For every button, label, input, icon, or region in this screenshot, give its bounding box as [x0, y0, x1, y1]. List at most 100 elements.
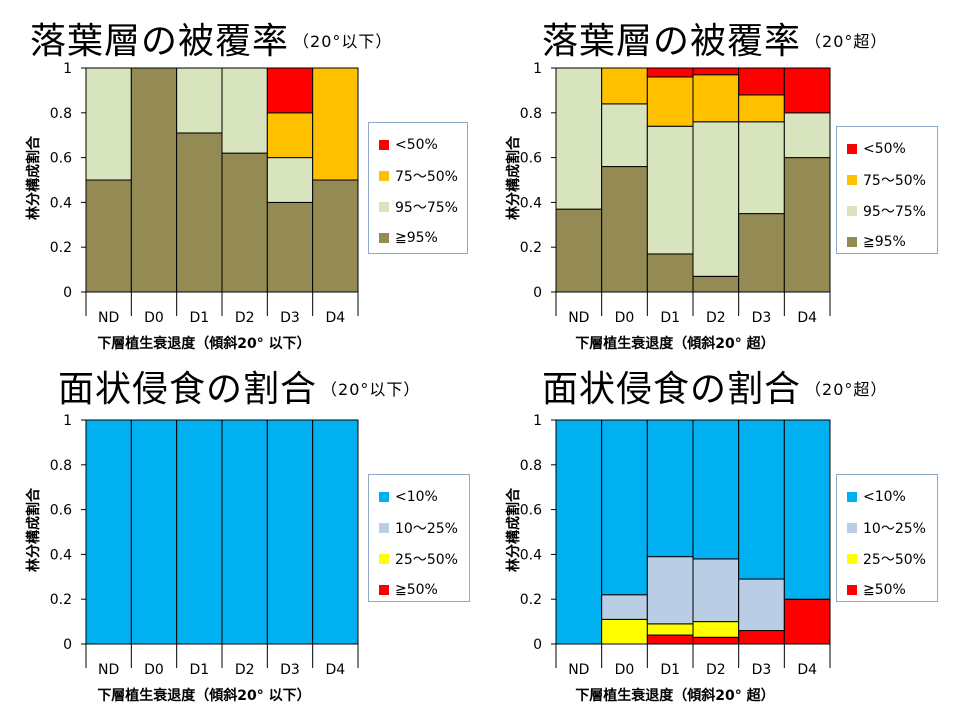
- bar-segment: [692, 275, 740, 293]
- chart-title-main: 面状侵食の割合: [58, 369, 318, 410]
- bar-segment: [783, 598, 831, 645]
- legend-swatch: [847, 143, 857, 154]
- y-tick-label: 0.6: [50, 151, 72, 167]
- legend-item: <10%: [379, 481, 461, 512]
- y-tick-label: 0: [63, 637, 72, 653]
- x-tick-label: D2: [706, 662, 726, 678]
- y-axis-label: 林分構成割合: [25, 487, 42, 572]
- legend-label: ≧50%: [863, 581, 906, 598]
- bar-segment: [555, 419, 603, 645]
- bar-segment: [266, 67, 314, 114]
- legend-item: ≧95%: [847, 226, 929, 257]
- chart-title: 面状侵食の割合 （20°以下）: [58, 370, 420, 410]
- bar-segment: [266, 112, 314, 159]
- bar-segment: [692, 621, 740, 638]
- legend-label: 10～25%: [395, 520, 458, 537]
- legend-item: 95～75%: [379, 191, 459, 222]
- y-tick-label: 0.8: [50, 458, 72, 474]
- chart-title-main: 落葉層の被覆率: [542, 21, 802, 62]
- bar-segment: [176, 67, 223, 134]
- x-tick-label: D2: [706, 310, 726, 326]
- x-tick-label: D1: [660, 310, 680, 326]
- legend-swatch: [847, 205, 857, 216]
- y-axis-label: 林分構成割合: [505, 487, 522, 572]
- bar-segment: [176, 419, 223, 645]
- bar-segment: [221, 419, 268, 645]
- legend-swatch: [379, 170, 389, 181]
- y-tick-label: 0.4: [50, 547, 72, 563]
- legend-swatch: [379, 232, 389, 243]
- bar-segment: [646, 634, 694, 645]
- x-tick-label: ND: [98, 310, 119, 326]
- bar-segment: [266, 419, 314, 645]
- y-axis-label: 林分構成割合: [505, 135, 522, 220]
- legend-swatch: [379, 201, 389, 212]
- bar-segment: [738, 213, 785, 293]
- chart-svg: 0 0.2 0.4 0.6 0.8 1 ND D0 D1 D2 D3 D4 下層植生衰退度（傾斜20° …: [505, 61, 831, 352]
- legend-item: 95～75%: [847, 195, 929, 226]
- bar-segment: [692, 636, 740, 645]
- chart-subtitle: （20°超）: [805, 380, 888, 399]
- y-tick-label: 0.2: [50, 240, 72, 256]
- y-tick-label: 0.2: [520, 592, 542, 608]
- legend-label: <50%: [395, 136, 438, 153]
- legend-item: 75～50%: [379, 160, 459, 191]
- legend-label: 75～50%: [395, 168, 458, 185]
- chart-subtitle: （20°以下）: [321, 380, 421, 399]
- y-tick-label: 0: [533, 637, 542, 653]
- bar-segment: [692, 558, 740, 623]
- x-tick-label: ND: [568, 662, 589, 678]
- legend-label: 25～50%: [863, 551, 926, 568]
- bar-segment: [601, 166, 648, 293]
- chart-svg: 0 0.2 0.4 0.6 0.8 1 ND D0 D1 D2 D3 D4 下層植生衰退度（傾斜20° …: [25, 61, 359, 352]
- legend-item: ≧50%: [847, 574, 929, 605]
- bar-segment: [601, 419, 648, 596]
- bar-segment: [555, 208, 603, 293]
- bar-segment: [312, 419, 359, 645]
- chart-title: 落葉層の被覆率 （20°超）: [542, 22, 887, 62]
- x-tick-label: D1: [189, 310, 209, 326]
- chart-legend: <10% 10～25% 25～50% ≧50%: [368, 474, 470, 602]
- legend-label: 75～50%: [863, 172, 926, 189]
- bar-segment: [646, 623, 694, 636]
- chart-panel-litter-gt20: 落葉層の被覆率 （20°超） 0 0.2 0.4 0.6 0.8 1 ND D0 D1 D2 D3 D4…: [480, 0, 960, 360]
- bar-segment: [312, 67, 359, 181]
- chart-panel-litter-le20: 落葉層の被覆率 （20°以下） 0 0.2 0.4 0.6 0.8 1 ND D0 D1 D2 D3 D…: [0, 0, 480, 360]
- legend-item: 10～25%: [847, 512, 929, 543]
- legend-swatch: [847, 584, 857, 595]
- bar-segment: [312, 179, 359, 293]
- x-tick-label: D4: [325, 662, 345, 678]
- y-tick-label: 0: [63, 285, 72, 301]
- y-tick-label: 1: [533, 61, 542, 77]
- legend-item: 25～50%: [379, 543, 461, 574]
- y-tick-label: 0.2: [50, 592, 72, 608]
- legend-item: <10%: [847, 481, 929, 512]
- x-tick-label: ND: [98, 662, 119, 678]
- y-tick-label: 1: [63, 61, 72, 77]
- x-tick-label: D3: [280, 310, 300, 326]
- y-tick-label: 0.6: [50, 503, 72, 519]
- bar-segment: [601, 594, 648, 620]
- x-tick-label: D1: [189, 662, 209, 678]
- legend-label: ≧95%: [395, 229, 438, 246]
- chart-title-main: 面状侵食の割合: [542, 369, 802, 410]
- bar-segment: [783, 67, 831, 114]
- x-tick-label: ND: [568, 310, 589, 326]
- y-axis-label: 林分構成割合: [25, 135, 42, 220]
- legend-label: 95～75%: [395, 199, 458, 216]
- legend-swatch: [847, 491, 857, 502]
- x-tick-label: D4: [797, 310, 817, 326]
- legend-item: <50%: [379, 129, 459, 160]
- bar-segment: [85, 179, 132, 293]
- y-tick-label: 0: [533, 285, 542, 301]
- legend-label: <10%: [395, 488, 438, 505]
- legend-label: 10～25%: [863, 520, 926, 537]
- bar-segment: [738, 67, 785, 96]
- legend-label: ≧50%: [395, 581, 438, 598]
- bar-segment: [646, 419, 694, 558]
- bar-segment: [601, 618, 648, 645]
- y-tick-label: 0.8: [50, 106, 72, 122]
- bar-segment: [130, 419, 178, 645]
- bar-segment: [738, 94, 785, 123]
- bar-segment: [692, 121, 740, 277]
